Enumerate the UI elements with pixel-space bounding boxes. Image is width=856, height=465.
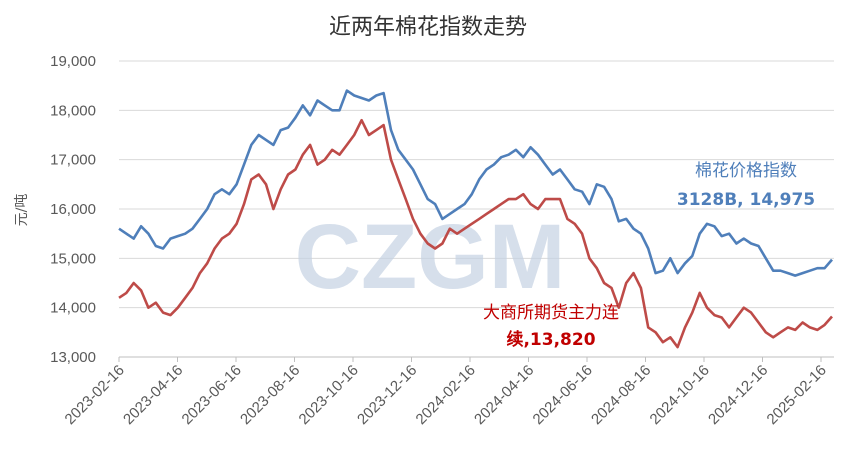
x-tick-label: 2024-06-16 — [530, 362, 596, 428]
y-tick-label: 19,000 — [50, 53, 96, 70]
x-tick-labels: 2023-02-162023-04-162023-06-162023-08-16… — [62, 357, 830, 428]
y-tick-label: 18,000 — [50, 102, 96, 119]
x-tick-label: 2024-10-16 — [647, 362, 713, 428]
series-label-cotton-index-line2: 3128B, 14,975 — [677, 190, 815, 210]
x-tick-label: 2023-10-16 — [296, 362, 362, 428]
x-tick-label: 2024-02-16 — [413, 362, 479, 428]
y-tick-labels: 13,000 14,000 15,000 16,000 17,000 18,000 19,0… — [50, 53, 96, 366]
y-tick-label: 17,000 — [50, 152, 96, 169]
chart-title: 近两年棉花指数走势 — [329, 15, 527, 40]
series-label-cotton-index-line1: 棉花价格指数 — [695, 161, 797, 181]
series-line-futures — [118, 118, 833, 349]
x-tick-label: 2023-06-16 — [179, 362, 245, 428]
x-tick-label: 2024-12-16 — [705, 362, 771, 428]
series-label-futures-line1: 大商所期货主力连 — [483, 303, 619, 323]
series-labels: 棉花价格指数 3128B, 14,975 大商所期货主力连 续,13,820 — [483, 161, 815, 350]
gridlines — [119, 60, 834, 309]
series-lines — [118, 89, 833, 349]
y-tick-label: 16,000 — [50, 201, 96, 218]
x-tick-label: 2023-08-16 — [237, 362, 303, 428]
watermark: CZGM — [295, 206, 566, 308]
y-axis-label: 元/吨 — [14, 194, 30, 227]
x-tick-label: 2024-04-16 — [471, 362, 537, 428]
x-tick-label: 2025-02-16 — [764, 362, 830, 428]
y-tick-label: 14,000 — [50, 300, 96, 317]
x-tick-label: 2023-12-16 — [354, 362, 420, 428]
series-label-futures-line2: 续,13,820 — [506, 329, 595, 350]
y-tick-label: 15,000 — [50, 250, 96, 267]
series-line-cotton-index — [118, 89, 833, 277]
x-tick-label: 2023-02-16 — [62, 362, 128, 428]
x-tick-label: 2023-04-16 — [120, 362, 186, 428]
y-tick-label: 13,000 — [50, 349, 96, 366]
x-tick-label: 2024-08-16 — [588, 362, 654, 428]
